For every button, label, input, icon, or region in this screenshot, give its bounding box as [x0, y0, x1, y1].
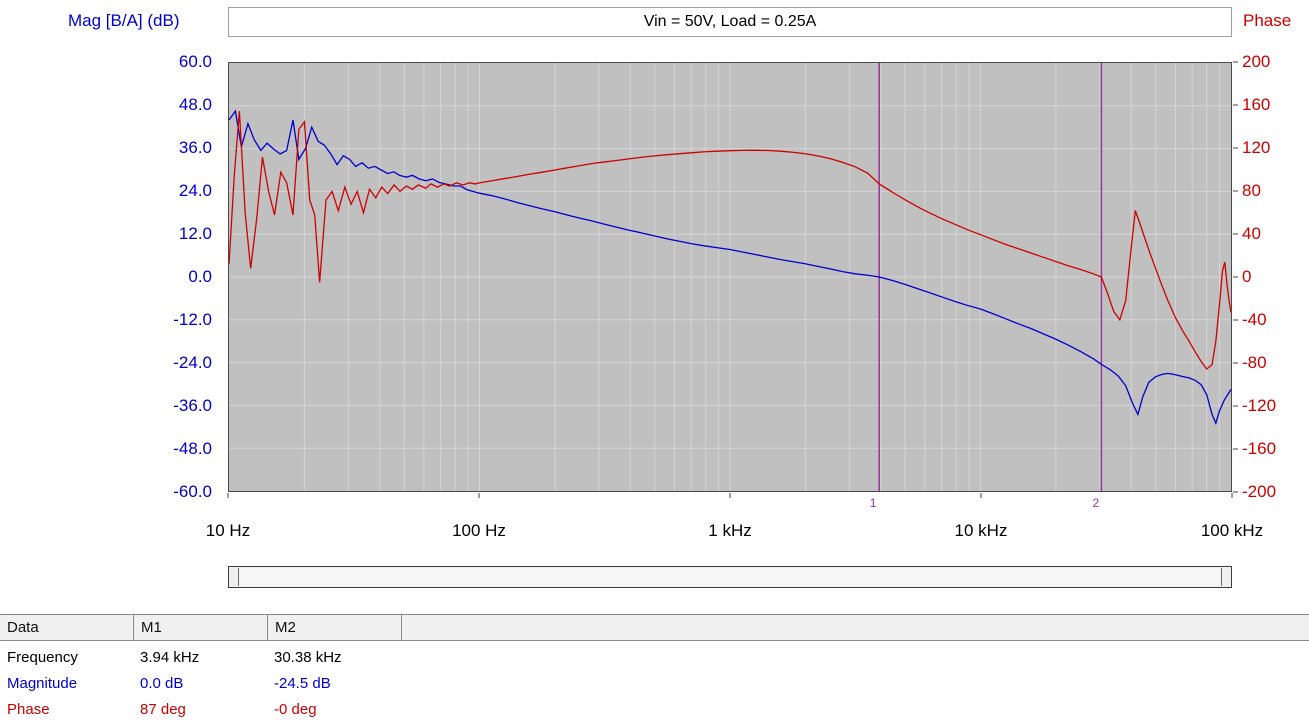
- phase-axis-tick-label: 200: [1242, 52, 1271, 71]
- row-label-magnitude: Magnitude: [7, 675, 78, 692]
- marker-label-1: 1: [869, 496, 877, 510]
- phase-axis-tickmark: [1233, 319, 1238, 321]
- phase-axis-tick-label: -80: [1242, 353, 1267, 372]
- frequency-axis-tick-label: 100 kHz: [1200, 521, 1264, 540]
- magnitude-axis-tick-label: 36.0: [178, 138, 212, 157]
- column-header-data[interactable]: Data: [0, 615, 134, 640]
- phase-axis-tick-label: -200: [1242, 482, 1277, 501]
- phase-axis-tickmark: [1233, 190, 1238, 192]
- frequency-axis-tick-label: 100 Hz: [452, 521, 506, 540]
- m1-phase-value: 87 deg: [140, 701, 186, 718]
- frequency-axis-tick-label: 10 Hz: [205, 521, 251, 540]
- frequency-axis-tick-label: 1 kHz: [708, 521, 752, 540]
- phase-axis-tick-label: 40: [1242, 224, 1261, 243]
- m2-magnitude-value: -24.5 dB: [274, 675, 331, 692]
- magnitude-axis-tick-label: -60.0: [173, 482, 212, 501]
- marker-table-header: Data M1 M2: [0, 614, 1309, 641]
- scrollbar-thumb[interactable]: [238, 568, 1222, 586]
- plot-title-box: Vin = 50V, Load = 0.25A: [228, 7, 1232, 37]
- frequency-axis-tickmark: [1231, 493, 1233, 498]
- frequency-axis-tickmark: [227, 493, 229, 498]
- phase-axis-tickmark: [1233, 491, 1238, 493]
- phase-axis-tickmark: [1233, 233, 1238, 235]
- frequency-axis-tickmark: [729, 493, 731, 498]
- phase-axis-tick-label: 120: [1242, 138, 1271, 157]
- m2-phase-value: -0 deg: [274, 701, 317, 718]
- magnitude-axis-title: Mag [B/A] (dB): [68, 11, 180, 30]
- frequency-axis-tick-label: 10 kHz: [954, 521, 1008, 540]
- m2-frequency-value: 30.38 kHz: [274, 649, 342, 666]
- frequency-axis-tickmark: [478, 493, 480, 498]
- phase-axis-title: Phase: [1243, 11, 1292, 30]
- phase-axis-tick-label: 80: [1242, 181, 1261, 200]
- m1-frequency-value: 3.94 kHz: [140, 649, 200, 666]
- magnitude-axis-tick-label: -36.0: [173, 396, 212, 415]
- phase-axis-tickmark: [1233, 147, 1238, 149]
- series-magnitude-curve: [229, 109, 1231, 426]
- phase-axis-tickmark: [1233, 448, 1238, 450]
- table-row-phase: Phase 87 deg -0 deg: [0, 697, 1309, 723]
- phase-axis-tick-label: 160: [1242, 95, 1271, 114]
- bode-plot-area[interactable]: [228, 62, 1232, 492]
- series-phase-curve: [229, 111, 1231, 370]
- marker-label-2: 2: [1092, 496, 1100, 510]
- phase-axis-tick-label: -40: [1242, 310, 1267, 329]
- magnitude-axis-tick-label: 48.0: [178, 95, 212, 114]
- phase-axis-tick-label: 0: [1242, 267, 1252, 286]
- phase-axis-tickmark: [1233, 61, 1238, 63]
- table-row-magnitude: Magnitude 0.0 dB -24.5 dB: [0, 671, 1309, 697]
- row-label-frequency: Frequency: [7, 649, 78, 666]
- magnitude-axis-tick-label: 24.0: [178, 181, 212, 200]
- m1-magnitude-value: 0.0 dB: [140, 675, 184, 692]
- phase-axis-tick-label: -120: [1242, 396, 1277, 415]
- phase-axis-tickmark: [1233, 362, 1238, 364]
- column-header-m1[interactable]: M1: [134, 615, 268, 640]
- column-header-m2[interactable]: M2: [268, 615, 402, 640]
- magnitude-axis-tick-label: -48.0: [173, 439, 212, 458]
- bode-plot-canvas: [229, 63, 1231, 491]
- plot-title: Vin = 50V, Load = 0.25A: [643, 13, 817, 30]
- magnitude-axis-tick-label: -24.0: [173, 353, 212, 372]
- magnitude-axis-tick-label: 60.0: [178, 52, 212, 71]
- phase-axis-tickmark: [1233, 405, 1238, 407]
- table-row-frequency: Frequency 3.94 kHz 30.38 kHz: [0, 645, 1309, 671]
- magnitude-axis-tick-label: 12.0: [178, 224, 212, 243]
- magnitude-axis-tick-label: -12.0: [173, 310, 212, 329]
- phase-axis-tickmark: [1233, 104, 1238, 106]
- horizontal-scrollbar[interactable]: [228, 566, 1232, 588]
- phase-axis-tick-label: -160: [1242, 439, 1277, 458]
- phase-axis-tickmark: [1233, 276, 1238, 278]
- row-label-phase: Phase: [7, 701, 50, 718]
- magnitude-axis-tick-label: 0.0: [188, 267, 212, 286]
- frequency-axis-tickmark: [980, 493, 982, 498]
